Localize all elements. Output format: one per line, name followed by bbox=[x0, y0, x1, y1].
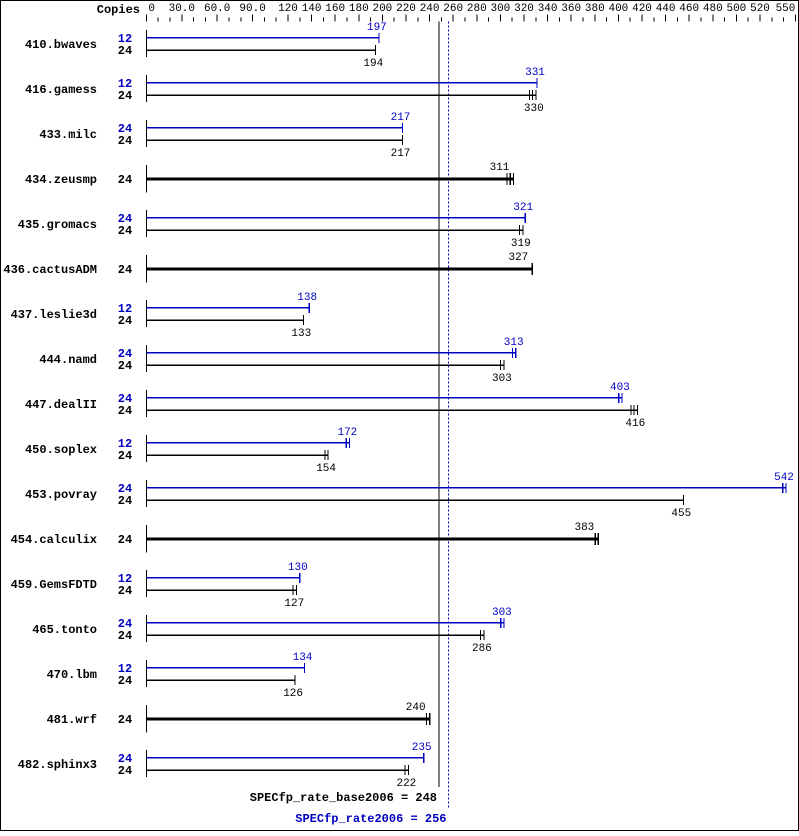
svg-text:360: 360 bbox=[561, 3, 581, 15]
svg-text:24: 24 bbox=[118, 533, 132, 547]
svg-text:24: 24 bbox=[118, 629, 132, 643]
svg-text:320: 320 bbox=[514, 3, 534, 15]
svg-text:500: 500 bbox=[726, 3, 746, 15]
svg-text:217: 217 bbox=[391, 112, 411, 124]
svg-text:130: 130 bbox=[288, 562, 308, 574]
svg-text:403: 403 bbox=[610, 382, 630, 394]
svg-text:286: 286 bbox=[472, 643, 492, 655]
svg-text:481.wrf: 481.wrf bbox=[47, 713, 97, 727]
svg-text:303: 303 bbox=[492, 607, 512, 619]
svg-text:24: 24 bbox=[118, 713, 132, 727]
svg-text:331: 331 bbox=[525, 67, 545, 79]
svg-text:24: 24 bbox=[118, 134, 132, 148]
svg-text:24: 24 bbox=[118, 44, 132, 58]
svg-text:133: 133 bbox=[291, 328, 311, 340]
svg-text:436.cactusADM: 436.cactusADM bbox=[3, 263, 97, 277]
svg-text:550: 550 bbox=[776, 3, 796, 15]
svg-text:447.dealII: 447.dealII bbox=[25, 398, 97, 412]
svg-text:520: 520 bbox=[750, 3, 770, 15]
svg-text:24: 24 bbox=[118, 263, 132, 277]
svg-text:160: 160 bbox=[325, 3, 345, 15]
svg-text:313: 313 bbox=[504, 337, 524, 349]
svg-text:440: 440 bbox=[656, 3, 676, 15]
svg-text:Copies: Copies bbox=[97, 3, 140, 17]
svg-text:127: 127 bbox=[284, 598, 304, 610]
svg-text:380: 380 bbox=[585, 3, 605, 15]
svg-text:260: 260 bbox=[443, 3, 463, 15]
svg-text:60.0: 60.0 bbox=[204, 3, 230, 15]
svg-text:90.0: 90.0 bbox=[239, 3, 265, 15]
svg-text:24: 24 bbox=[118, 584, 132, 598]
svg-text:24: 24 bbox=[118, 404, 132, 418]
svg-text:480: 480 bbox=[703, 3, 723, 15]
svg-text:138: 138 bbox=[297, 292, 317, 304]
svg-text:134: 134 bbox=[293, 652, 313, 664]
svg-text:222: 222 bbox=[396, 778, 416, 790]
svg-text:SPECfp_rate_base2006 = 248: SPECfp_rate_base2006 = 248 bbox=[250, 791, 437, 805]
svg-text:30.0: 30.0 bbox=[169, 3, 195, 15]
svg-text:437.leslie3d: 437.leslie3d bbox=[11, 308, 97, 322]
svg-text:410.bwaves: 410.bwaves bbox=[25, 38, 97, 52]
svg-text:311: 311 bbox=[490, 162, 510, 174]
svg-text:400: 400 bbox=[608, 3, 628, 15]
svg-text:542: 542 bbox=[774, 472, 794, 484]
svg-text:300: 300 bbox=[490, 3, 510, 15]
svg-text:280: 280 bbox=[467, 3, 487, 15]
svg-text:482.sphinx3: 482.sphinx3 bbox=[18, 758, 97, 772]
svg-text:217: 217 bbox=[391, 148, 411, 160]
svg-text:454.calculix: 454.calculix bbox=[11, 533, 97, 547]
svg-text:24: 24 bbox=[118, 494, 132, 508]
svg-text:319: 319 bbox=[511, 238, 531, 250]
svg-text:194: 194 bbox=[363, 58, 383, 70]
svg-text:140: 140 bbox=[302, 3, 322, 15]
svg-text:180: 180 bbox=[349, 3, 369, 15]
svg-text:444.namd: 444.namd bbox=[39, 353, 97, 367]
svg-text:459.GemsFDTD: 459.GemsFDTD bbox=[11, 578, 97, 592]
svg-text:416.gamess: 416.gamess bbox=[25, 83, 97, 97]
svg-text:321: 321 bbox=[513, 202, 533, 214]
svg-text:24: 24 bbox=[118, 224, 132, 238]
svg-text:434.zeusmp: 434.zeusmp bbox=[25, 173, 97, 187]
svg-text:330: 330 bbox=[524, 103, 544, 115]
svg-text:327: 327 bbox=[508, 252, 528, 264]
svg-text:220: 220 bbox=[396, 3, 416, 15]
svg-text:24: 24 bbox=[118, 89, 132, 103]
svg-text:433.milc: 433.milc bbox=[39, 128, 97, 142]
svg-text:240: 240 bbox=[406, 702, 426, 714]
svg-text:154: 154 bbox=[316, 463, 336, 475]
svg-text:340: 340 bbox=[538, 3, 558, 15]
svg-text:416: 416 bbox=[625, 418, 645, 430]
svg-text:460: 460 bbox=[679, 3, 699, 15]
svg-text:470.lbm: 470.lbm bbox=[47, 668, 97, 682]
svg-text:24: 24 bbox=[118, 173, 132, 187]
svg-text:450.soplex: 450.soplex bbox=[25, 443, 97, 457]
svg-text:453.povray: 453.povray bbox=[25, 488, 97, 502]
svg-text:383: 383 bbox=[574, 522, 594, 534]
svg-text:0: 0 bbox=[148, 3, 155, 15]
svg-text:303: 303 bbox=[492, 373, 512, 385]
svg-text:24: 24 bbox=[118, 449, 132, 463]
svg-text:24: 24 bbox=[118, 674, 132, 688]
svg-text:240: 240 bbox=[420, 3, 440, 15]
svg-text:200: 200 bbox=[372, 3, 392, 15]
svg-text:455: 455 bbox=[671, 508, 691, 520]
svg-text:24: 24 bbox=[118, 764, 132, 778]
svg-text:435.gromacs: 435.gromacs bbox=[18, 218, 97, 232]
svg-text:197: 197 bbox=[367, 22, 387, 34]
svg-text:126: 126 bbox=[283, 688, 303, 700]
svg-text:235: 235 bbox=[412, 742, 432, 754]
svg-text:120: 120 bbox=[278, 3, 298, 15]
svg-text:420: 420 bbox=[632, 3, 652, 15]
svg-text:SPECfp_rate2006 = 256: SPECfp_rate2006 = 256 bbox=[295, 812, 446, 826]
svg-text:172: 172 bbox=[337, 427, 357, 439]
svg-text:465.tonto: 465.tonto bbox=[32, 623, 97, 637]
svg-text:24: 24 bbox=[118, 359, 132, 373]
svg-text:24: 24 bbox=[118, 314, 132, 328]
